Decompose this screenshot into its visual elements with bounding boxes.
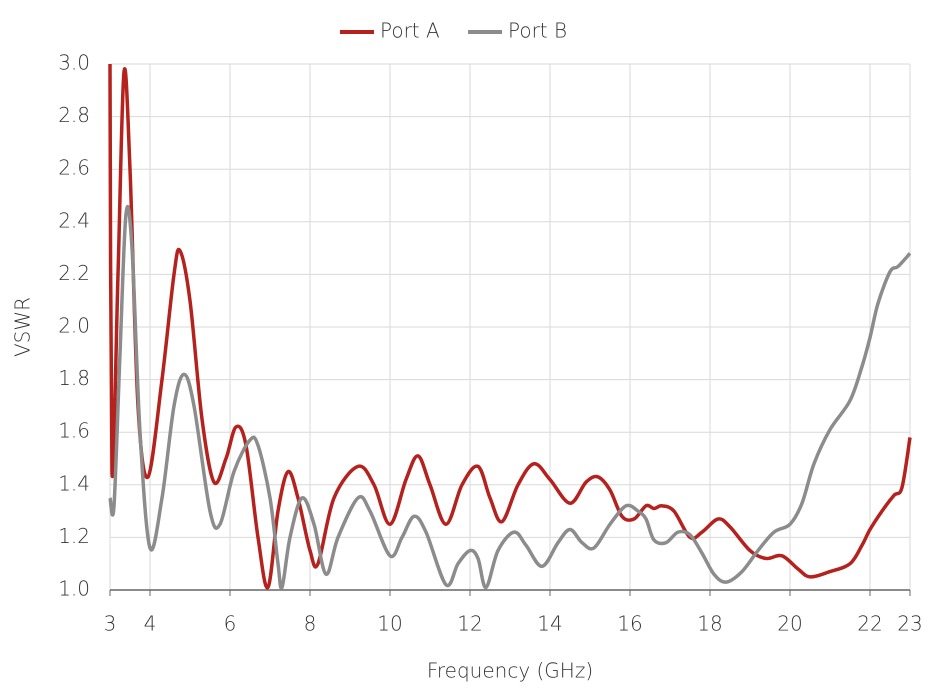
x-tick-label: 10 [377,612,402,636]
legend-label: Port A [380,19,440,43]
y-tick-label: 2.0 [58,314,90,338]
y-tick-label: 2.4 [58,208,90,232]
x-tick-label: 8 [304,612,317,636]
y-tick-label: 1.8 [58,366,90,390]
y-tick-label: 1.2 [58,524,90,548]
x-tick-label: 18 [697,612,722,636]
data-line [108,205,912,590]
x-tick-label: 22 [857,612,882,636]
x-tick-label: 16 [617,612,642,636]
x-tick-label: 23 [897,612,922,636]
x-axis-label: Frequency (GHz) [427,659,593,683]
y-tick-label: 2.8 [58,103,90,127]
y-tick-label: 2.6 [58,156,90,180]
x-tick-label: 6 [224,612,237,636]
y-tick-label: 2.2 [58,261,90,285]
x-tick-label: 20 [777,612,802,636]
x-tick-label: 14 [537,612,562,636]
y-tick-label: 1.6 [58,419,90,443]
y-tick-label: 1.0 [58,577,90,601]
y-tick-label: 1.4 [58,471,90,495]
legend-label: Port B [508,19,567,43]
x-tick-label: 3 [104,612,117,636]
x-tick-label: 4 [144,612,157,636]
x-tick-label: 12 [457,612,482,636]
y-axis-label: VSWR [11,297,35,357]
y-tick-label: 3.0 [58,51,90,75]
